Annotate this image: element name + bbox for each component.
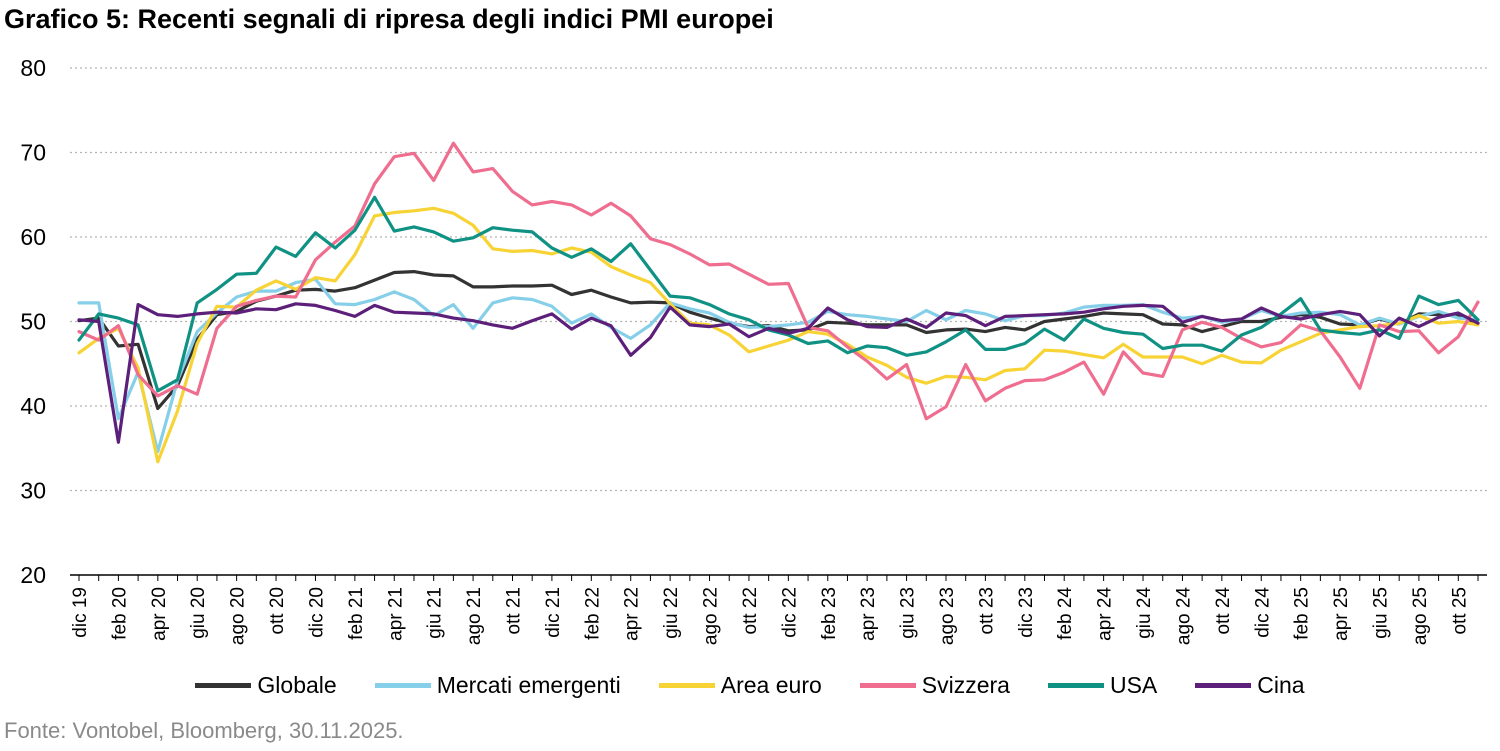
- x-tick-label: feb 20: [109, 587, 130, 640]
- legend-item-cina: Cina: [1195, 672, 1305, 699]
- x-tick-label: dic 20: [306, 587, 327, 638]
- x-tick-label: ago 23: [937, 587, 958, 645]
- x-tick-label: apr 23: [858, 587, 879, 641]
- y-tick-label: 60: [20, 224, 46, 250]
- x-tick-label: ago 24: [1173, 587, 1194, 646]
- series-line-cina: [77, 302, 1480, 444]
- x-tick-label: ott 21: [503, 587, 524, 635]
- x-tick-label: ott 23: [976, 587, 997, 635]
- y-tick-label: 80: [20, 55, 46, 81]
- x-tick-label: giu 22: [661, 587, 682, 639]
- x-tick-label: ott 20: [267, 587, 288, 635]
- legend-swatch-globale: [195, 683, 252, 688]
- x-tick-label: feb 24: [1055, 587, 1076, 640]
- legend-label-mercati-emergenti: Mercati emergenti: [436, 672, 621, 698]
- legend-swatch-svizzera: [859, 683, 916, 688]
- x-tick-label: feb 21: [346, 587, 367, 640]
- source-note: Fonte: Vontobel, Bloomberg, 30.11.2025.: [4, 718, 404, 743]
- legend-item-globale: Globale: [195, 672, 337, 699]
- x-tick-label: ago 22: [701, 587, 722, 645]
- y-axis-ticks: 20 30 40 50 60 70 80: [20, 55, 46, 588]
- x-tick-label: giu 23: [898, 587, 919, 639]
- x-tick-label: feb 22: [582, 587, 603, 640]
- y-tick-label: 50: [20, 309, 46, 335]
- x-tick-label: dic 22: [779, 587, 800, 638]
- x-tick-label: giu 21: [425, 587, 446, 639]
- x-tick-label: apr 22: [622, 587, 643, 641]
- x-tick-label: dic 21: [543, 587, 564, 638]
- legend-item-svizzera: Svizzera: [859, 672, 1010, 699]
- x-tick-label: giu 25: [1370, 587, 1391, 639]
- y-tick-label: 40: [20, 393, 46, 419]
- legend-label-svizzera: Svizzera: [921, 672, 1010, 698]
- legend-item-usa: USA: [1047, 672, 1158, 699]
- x-tick-label: feb 23: [819, 587, 840, 640]
- series-line-svizzera: [77, 141, 1480, 421]
- legend-label-globale: Globale: [257, 672, 337, 698]
- y-tick-label: 30: [20, 478, 46, 504]
- series-lines: [77, 141, 1480, 464]
- x-tick-label: giu 20: [188, 587, 209, 639]
- x-tick-label: apr 20: [149, 587, 170, 641]
- y-tick-label: 20: [20, 562, 46, 588]
- chart-legend: Globale Mercati emergenti Area euro Svizzer…: [0, 672, 1500, 699]
- x-tick-label: ago 21: [464, 587, 485, 645]
- legend-label-usa: USA: [1109, 672, 1158, 698]
- chart-title: Grafico 5: Recenti segnali di ripresa de…: [4, 4, 774, 34]
- x-tick-label: dic 19: [70, 587, 91, 638]
- x-tick-label: dic 23: [1016, 587, 1037, 638]
- legend-label-cina: Cina: [1257, 672, 1305, 698]
- x-axis-ticks: dic 19 feb 20 apr 20 giu 20 ago 20 ott 20 dic …: [70, 575, 1479, 646]
- legend-swatch-usa: [1047, 683, 1104, 688]
- legend-swatch-area-euro: [658, 683, 715, 688]
- x-tick-label: ott 24: [1213, 587, 1234, 635]
- x-tick-label: ago 25: [1410, 587, 1431, 645]
- x-tick-label: giu 24: [1134, 587, 1155, 639]
- y-tick-label: 70: [20, 140, 46, 166]
- x-tick-label: apr 24: [1095, 587, 1116, 641]
- gridlines: [70, 67, 1487, 576]
- legend-item-area-euro: Area euro: [658, 672, 822, 699]
- x-tick-label: ott 22: [740, 587, 761, 635]
- x-tick-label: ott 25: [1449, 587, 1470, 635]
- series-line-area-euro: [77, 206, 1480, 464]
- legend-swatch-mercati-emergenti: [374, 683, 431, 688]
- legend-label-area-euro: Area euro: [720, 672, 822, 698]
- series-line-usa: [77, 195, 1480, 393]
- x-tick-label: apr 21: [385, 587, 406, 641]
- x-tick-label: feb 25: [1292, 587, 1313, 640]
- legend-item-mercati-emergenti: Mercati emergenti: [374, 672, 621, 699]
- x-tick-label: apr 25: [1331, 587, 1352, 641]
- x-tick-label: dic 24: [1252, 587, 1273, 638]
- x-tick-label: ago 20: [228, 587, 249, 645]
- legend-swatch-cina: [1195, 683, 1252, 688]
- series-line-globale: [77, 270, 1480, 411]
